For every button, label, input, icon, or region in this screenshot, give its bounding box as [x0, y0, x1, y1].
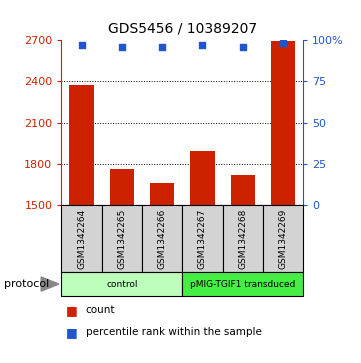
Bar: [110, 169, 134, 205]
Bar: [150, 183, 174, 205]
Text: protocol: protocol: [4, 279, 49, 289]
Text: count: count: [86, 305, 115, 315]
Text: GSM1342265: GSM1342265: [117, 208, 126, 269]
Point: [280, 40, 286, 46]
Bar: [263, 205, 303, 272]
Text: GSM1342269: GSM1342269: [279, 208, 288, 269]
Bar: [182, 272, 303, 296]
Text: GSM1342268: GSM1342268: [238, 208, 247, 269]
Bar: [190, 151, 214, 205]
Bar: [142, 205, 182, 272]
Bar: [182, 205, 223, 272]
Bar: [61, 205, 102, 272]
Text: GSM1342267: GSM1342267: [198, 208, 207, 269]
Point: [200, 42, 205, 48]
Bar: [231, 175, 255, 205]
Text: ■: ■: [66, 326, 78, 339]
Title: GDS5456 / 10389207: GDS5456 / 10389207: [108, 22, 257, 36]
Text: pMIG-TGIF1 transduced: pMIG-TGIF1 transduced: [190, 280, 295, 289]
Text: control: control: [106, 280, 138, 289]
Bar: [69, 85, 93, 205]
Point: [79, 42, 84, 48]
Text: GSM1342266: GSM1342266: [158, 208, 167, 269]
Text: ■: ■: [66, 304, 78, 317]
Bar: [61, 272, 182, 296]
Bar: [271, 41, 295, 205]
Bar: [223, 205, 263, 272]
Point: [240, 44, 245, 49]
Text: GSM1342264: GSM1342264: [77, 209, 86, 269]
Point: [119, 44, 125, 49]
Polygon shape: [41, 277, 59, 291]
Point: [159, 44, 165, 49]
Text: percentile rank within the sample: percentile rank within the sample: [86, 327, 261, 337]
Bar: [102, 205, 142, 272]
